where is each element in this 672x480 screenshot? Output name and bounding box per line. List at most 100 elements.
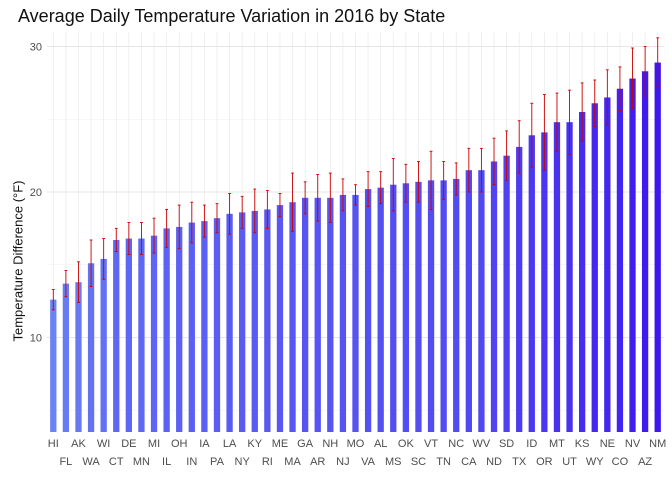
bar-az — [641, 71, 649, 432]
bar-ca — [465, 170, 472, 432]
bar-ut — [566, 122, 573, 432]
bar-ct — [113, 240, 120, 432]
bar-wa — [87, 263, 95, 432]
bar-tn — [440, 180, 447, 432]
x-tick-label-nh: NH — [322, 438, 338, 450]
bar-ar — [314, 197, 321, 432]
bar-ky — [251, 210, 258, 432]
x-tick-label-ga: GA — [297, 438, 314, 450]
y-tick-label: 10 — [30, 332, 42, 344]
bar-nj — [339, 194, 347, 432]
x-tick-label-ia: IA — [199, 438, 210, 450]
x-tick-label-wy: WY — [586, 456, 604, 468]
bar-ms — [390, 184, 397, 432]
bar-il — [163, 228, 170, 432]
bar-mo — [352, 194, 359, 432]
bars — [50, 62, 661, 433]
bar-mn — [138, 238, 145, 432]
x-tick-label-wv: WV — [473, 438, 491, 450]
x-tick-label-fl: FL — [59, 456, 72, 468]
bar-wi — [100, 258, 107, 432]
x-tick-label-la: LA — [223, 438, 237, 450]
bar-hi — [50, 299, 57, 432]
x-tick-label-nj: NJ — [336, 456, 349, 468]
x-tick-label-sc: SC — [411, 456, 426, 468]
x-tick-label-ny: NY — [235, 456, 251, 468]
x-tick-label-nd: ND — [486, 456, 502, 468]
bar-ny — [239, 212, 246, 432]
bar-al — [377, 187, 384, 432]
bar-oh — [176, 226, 183, 432]
x-tick-label-ky: KY — [247, 438, 262, 450]
x-tick-label-al: AL — [374, 438, 387, 450]
x-tick-label-ne: NE — [600, 438, 615, 450]
bar-or — [541, 132, 548, 432]
bar-ok — [402, 183, 410, 432]
bar-wv — [478, 170, 485, 432]
x-tick-label-or: OR — [536, 456, 553, 468]
x-tick-label-nv: NV — [625, 438, 641, 450]
x-tick-label-mo: MO — [347, 438, 365, 450]
y-tick-label: 20 — [30, 187, 42, 199]
bar-nv — [629, 78, 636, 432]
x-tick-label-co: CO — [612, 456, 629, 468]
bar-ks — [579, 112, 586, 432]
bar-ak — [75, 282, 82, 432]
bar-nd — [490, 161, 498, 433]
x-tick-label-ma: MA — [284, 456, 301, 468]
bar-mi — [150, 235, 158, 432]
bar-in — [188, 222, 195, 432]
bar-sd — [503, 155, 510, 433]
x-tick-label-me: ME — [272, 438, 289, 450]
x-tick-label-vt: VT — [424, 438, 438, 450]
x-tick-label-ut: UT — [562, 456, 577, 468]
x-tick-label-wa: WA — [82, 456, 100, 468]
x-tick-label-wi: WI — [97, 438, 110, 450]
bar-nm — [654, 62, 661, 432]
x-tick-label-pa: PA — [210, 456, 225, 468]
bar-la — [226, 213, 233, 432]
x-tick-label-ca: CA — [461, 456, 477, 468]
bar-tx — [516, 146, 523, 432]
bar-fl — [62, 283, 70, 432]
x-tick-label-ar: AR — [310, 456, 325, 468]
bar-id — [528, 135, 535, 433]
bar-pa — [213, 218, 221, 432]
bar-co — [616, 88, 624, 433]
bar-ma — [289, 202, 296, 432]
x-tick-label-sd: SD — [499, 438, 514, 450]
x-tick-label-ak: AK — [71, 438, 86, 450]
x-tick-label-ok: OK — [398, 438, 415, 450]
bar-de — [125, 238, 132, 432]
bar-sc — [415, 181, 422, 432]
y-tick-labels: 10 20 30 — [30, 42, 42, 345]
bar-nh — [327, 197, 334, 432]
x-tick-label-mn: MN — [133, 456, 150, 468]
bar-mt — [553, 122, 561, 432]
bar-me — [276, 205, 284, 432]
x-tick-label-in: IN — [186, 456, 197, 468]
x-tick-label-nc: NC — [448, 438, 464, 450]
x-tick-label-nm: NM — [649, 438, 666, 450]
x-tick-label-il: IL — [162, 456, 171, 468]
x-tick-label-va: VA — [361, 456, 376, 468]
x-tick-label-az: AZ — [638, 456, 652, 468]
bar-nc — [453, 178, 460, 432]
x-tick-label-ms: MS — [385, 456, 402, 468]
x-tick-label-tn: TN — [436, 456, 451, 468]
bar-ne — [604, 97, 611, 433]
bar-wy — [591, 103, 598, 432]
bar-ia — [201, 221, 208, 432]
y-tick-label: 30 — [30, 42, 42, 54]
x-tick-label-mt: MT — [549, 438, 565, 450]
x-tick-label-tx: TX — [512, 456, 527, 468]
bar-ga — [301, 197, 309, 432]
x-tick-label-mi: MI — [148, 438, 160, 450]
bar-vt — [427, 180, 435, 432]
x-tick-label-ri: RI — [262, 456, 273, 468]
x-tick-label-ct: CT — [109, 456, 124, 468]
chart-title: Average Daily Temperature Variation in 2… — [18, 6, 446, 26]
x-tick-label-de: DE — [121, 438, 136, 450]
